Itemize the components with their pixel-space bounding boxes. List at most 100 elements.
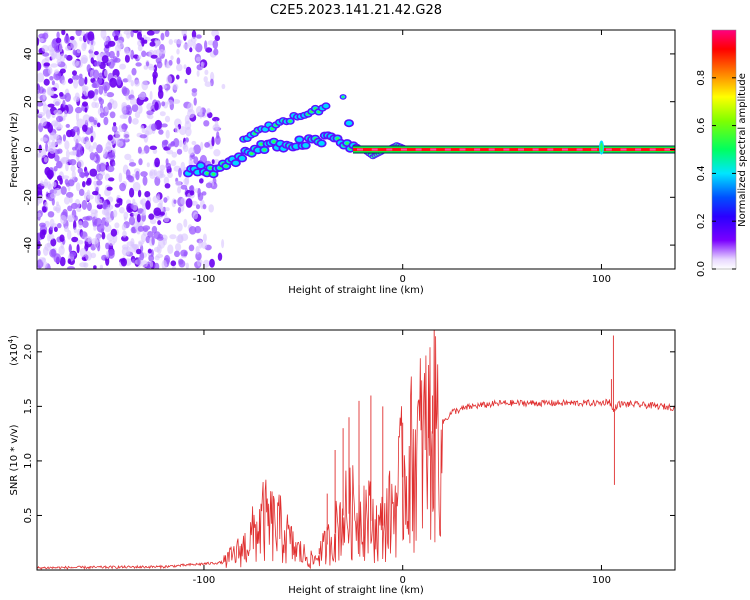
noise-speckle (84, 170, 89, 178)
noise-speckle (116, 40, 124, 49)
noise-speckle (91, 101, 97, 109)
x-tick-label: 100 (592, 274, 611, 285)
noise-speckle (166, 61, 169, 69)
noise-speckle (97, 198, 103, 206)
noise-speckle (72, 126, 80, 133)
noise-speckle (55, 160, 63, 169)
noise-speckle (116, 140, 124, 147)
noise-speckle (157, 220, 162, 226)
y-tick-label: 0.5 (23, 508, 34, 524)
figure-title: C2E5.2023.141.21.42.G28 (270, 3, 442, 18)
noise-speckle (205, 182, 213, 189)
noise-speckle (119, 182, 126, 192)
noise-speckle (37, 101, 44, 107)
noise-speckle (70, 40, 78, 50)
noise-speckle (146, 30, 155, 36)
noise-speckle (66, 54, 73, 61)
noise-speckle (176, 57, 181, 65)
noise-speckle (51, 120, 59, 127)
noise-speckle (41, 257, 46, 263)
noise-speckle (60, 214, 67, 225)
noise-speckle (137, 225, 145, 232)
noise-speckle (65, 45, 72, 51)
y-tick-label: -40 (23, 237, 34, 253)
noise-speckle (178, 140, 183, 148)
noise-speckle (75, 182, 81, 192)
noise-speckle (99, 264, 104, 269)
noise-speckle (105, 44, 110, 49)
noise-speckle (134, 111, 141, 119)
noise-speckle (113, 35, 119, 41)
trace-bump-core (600, 142, 603, 153)
noise-speckle (116, 50, 120, 58)
noise-speckle (65, 123, 71, 128)
noise-speckle (176, 222, 183, 232)
noise-speckle (176, 74, 180, 80)
noise-speckle (49, 144, 56, 155)
noise-speckle (153, 207, 162, 216)
noise-speckle (73, 79, 79, 89)
noise-speckle (98, 162, 106, 172)
noise-speckle (159, 111, 166, 117)
noise-speckle (37, 37, 40, 46)
noise-speckle (126, 106, 133, 116)
spectrogram-axes: -100 0 100 -40 -20 0 20 40 (23, 29, 676, 285)
noise-speckle (125, 169, 131, 179)
noise-speckle (67, 205, 73, 212)
colorbar-tick-label: 0.2 (696, 213, 707, 229)
noise-speckle (149, 41, 156, 47)
noise-speckle (59, 234, 65, 242)
noise-speckle (37, 200, 40, 207)
noise-speckle (76, 239, 84, 245)
noise-speckle (122, 78, 129, 83)
noise-speckle (128, 115, 132, 124)
noise-speckle (44, 220, 50, 228)
noise-speckle (154, 101, 159, 111)
noise-speckle (141, 50, 147, 58)
noise-speckle (104, 105, 109, 113)
noise-speckle (86, 189, 91, 199)
noise-speckle (53, 133, 60, 140)
noise-speckle (167, 244, 174, 254)
noise-speckle (132, 118, 139, 125)
noise-speckle (137, 31, 142, 40)
noise-speckle (126, 50, 132, 56)
noise-speckle (45, 109, 51, 118)
trace-peak (259, 142, 264, 146)
noise-speckle (107, 248, 115, 259)
noise-speckle (176, 39, 183, 45)
noise-speckle (199, 178, 204, 184)
noise-speckle (49, 218, 55, 228)
noise-speckle (93, 180, 97, 186)
noise-speckle (149, 145, 158, 150)
noise-speckle (43, 62, 51, 67)
noise-speckle (146, 162, 150, 168)
noise-speckle (92, 142, 98, 149)
noise-speckle (183, 43, 190, 50)
colorbar-label: Normalized spectral amplitude (737, 73, 748, 227)
noise-speckle (213, 48, 219, 56)
noise-speckle (188, 147, 195, 156)
noise-speckle (78, 220, 83, 229)
noise-speckle (54, 154, 60, 162)
noise-speckle (82, 220, 89, 228)
x-tick-label: 0 (400, 575, 406, 586)
noise-speckle (142, 175, 148, 186)
noise-speckle (92, 69, 100, 79)
noise-speckle (118, 172, 123, 183)
noise-speckle (180, 249, 188, 257)
noise-speckle (150, 123, 157, 131)
noise-speckle (195, 56, 202, 62)
carrier-peak (386, 148, 393, 151)
noise-speckle (217, 252, 223, 261)
noise-speckle (183, 144, 189, 153)
snr-line (37, 330, 675, 570)
noise-speckle (84, 107, 88, 113)
noise-speckle (53, 165, 58, 172)
noise-speckle (214, 35, 220, 42)
colorbar-tick-label: 0.8 (696, 70, 707, 86)
noise-speckle (49, 233, 55, 240)
noise-speckle (175, 243, 182, 252)
colorbar-gradient (711, 29, 737, 270)
noise-speckle (200, 61, 204, 70)
